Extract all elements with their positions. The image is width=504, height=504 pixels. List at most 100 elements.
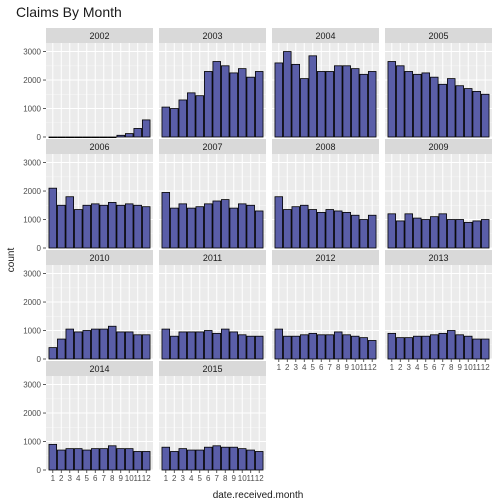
bar: [170, 207, 179, 249]
facet-strip-label: 2002: [89, 31, 109, 41]
facet-panel-2010: 2010 0 1000 2000 3000: [23, 250, 153, 364]
bar: [204, 71, 213, 138]
bar: [141, 334, 151, 360]
x-tick-label: 11: [360, 363, 369, 372]
bar: [204, 203, 213, 249]
bar: [116, 134, 125, 138]
bar: [325, 334, 334, 360]
facet-strip-label: 2012: [315, 253, 335, 263]
bar: [178, 331, 187, 360]
facet-strip: [46, 28, 153, 43]
bar: [246, 449, 255, 471]
bar: [455, 85, 464, 138]
bar: [396, 220, 405, 249]
bar: [246, 204, 255, 249]
facet-panel-2005: 2005: [385, 28, 492, 138]
bar: [472, 91, 481, 138]
bar: [367, 340, 377, 360]
x-tick-label: 10: [238, 474, 247, 483]
bar: [413, 335, 422, 360]
y-tick-label: 0: [37, 133, 42, 142]
bar: [430, 216, 439, 249]
bar: [396, 65, 405, 138]
bar: [116, 448, 125, 471]
bar: [404, 71, 413, 138]
bar: [74, 448, 83, 471]
bar: [447, 78, 456, 138]
x-tick-label: 7: [328, 363, 333, 372]
bar: [195, 95, 204, 138]
facet-strip: [159, 250, 266, 265]
bar: [91, 328, 100, 360]
bar: [57, 449, 66, 471]
bar: [178, 99, 187, 138]
bar: [195, 449, 204, 471]
x-tick-label: 12: [368, 363, 377, 372]
bar: [116, 331, 125, 360]
bar: [387, 61, 397, 138]
x-tick-label: 2: [285, 363, 290, 372]
facet-strip-label: 2009: [428, 142, 448, 152]
bar: [334, 65, 343, 138]
bar: [170, 451, 179, 471]
bar: [447, 219, 456, 249]
bar: [300, 78, 309, 138]
y-tick-label: 1000: [23, 105, 41, 114]
bar: [57, 136, 66, 139]
bar: [480, 338, 490, 360]
x-tick-label: 9: [345, 363, 350, 372]
bar: [359, 337, 368, 360]
x-tick-label: 8: [449, 363, 454, 372]
bar: [65, 196, 74, 249]
chart-title: Claims By Month: [16, 4, 122, 20]
bar: [74, 209, 83, 249]
facet-panel-2002: 2002 0 1000 2000 3000: [23, 28, 153, 142]
facet-strip: [46, 250, 153, 265]
bar: [238, 448, 247, 471]
bar: [325, 209, 334, 249]
x-tick-label: 10: [464, 363, 473, 372]
bar: [396, 337, 405, 360]
bar: [317, 211, 326, 249]
y-tick-label: 2000: [23, 409, 41, 418]
bar: [413, 73, 422, 138]
x-tick-label: 4: [189, 474, 194, 483]
bar: [195, 206, 204, 249]
facet-panel-2006: 2006 0 1000 2000 3000: [23, 139, 153, 253]
x-tick-label: 1: [277, 363, 282, 372]
bar: [187, 207, 196, 249]
facet-strip-label: 2004: [315, 31, 335, 41]
bar: [342, 211, 351, 249]
x-tick-label: 4: [415, 363, 420, 372]
bar: [170, 108, 179, 138]
bar: [283, 51, 292, 138]
bar: [141, 206, 151, 249]
y-tick-label: 3000: [23, 159, 41, 168]
y-tick-label: 0: [37, 244, 42, 253]
facet-strip-label: 2010: [89, 253, 109, 263]
bar: [229, 72, 238, 138]
bar: [472, 338, 481, 360]
x-tick-label: 2: [59, 474, 64, 483]
y-tick-label: 2000: [23, 298, 41, 307]
x-axis-title: date.received.month: [213, 490, 304, 501]
bar: [283, 209, 292, 249]
bar: [48, 187, 58, 249]
y-tick-label: 3000: [23, 270, 41, 279]
bar: [221, 446, 230, 471]
y-tick-label: 2000: [23, 76, 41, 85]
facet-panel-2009: 2009: [385, 139, 492, 249]
x-tick-label: 12: [255, 474, 264, 483]
bar: [204, 330, 213, 360]
bar: [221, 328, 230, 360]
bar: [387, 332, 397, 360]
facet-panel-2004: 2004: [272, 28, 379, 138]
bar: [91, 136, 100, 139]
bar: [464, 335, 473, 360]
facet-panel-2011: 2011: [159, 250, 266, 360]
bar: [359, 73, 368, 138]
x-tick-label: 8: [223, 474, 228, 483]
bar: [187, 449, 196, 471]
